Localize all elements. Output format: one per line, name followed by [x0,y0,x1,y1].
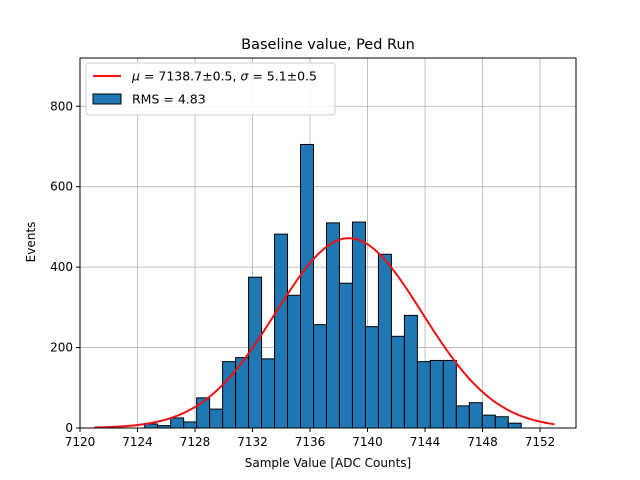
histogram-bar [313,324,327,429]
histogram-bar [351,221,366,429]
histogram-bar [248,276,263,429]
x-tick-label: 7148 [467,435,498,449]
plot-frame [79,57,577,429]
histogram-bar [507,422,522,429]
histogram-bar [300,143,315,429]
x-tick-label: 7124 [122,435,153,449]
histogram-bar [170,417,185,429]
legend-mu-text: = 7138.7±0.5, [140,69,240,84]
legend-sigma-text: = 5.1±0.5 [248,69,317,84]
x-tick-label: 7120 [65,435,96,449]
x-tick-label: 7132 [237,435,268,449]
legend: μ = 7138.7±0.5, σ = 5.1±0.5 RMS = 4.83 [85,62,336,116]
legend-histogram-label: RMS = 4.83 [132,92,206,107]
x-axis-ticks: 7120 7124 7128 7132 7136 7140 7144 7148 7152 [65,428,556,449]
legend-sigma-symbol: σ [240,69,249,84]
y-tick-label: 400 [50,260,73,274]
histogram-bar [455,405,470,429]
legend-box [85,62,336,116]
chart-title: Baseline value, Ped Run [241,37,415,53]
histogram-bar [390,335,405,429]
y-axis-label: Events [24,222,38,263]
histogram-bar [274,233,289,429]
y-tick-label: 800 [50,99,73,113]
histogram-bar [338,282,353,429]
legend-histogram-swatch [92,93,122,105]
histogram-bar [429,359,444,429]
histogram-bar [261,358,276,429]
histogram-bar [442,359,457,429]
histogram-bar [325,222,340,429]
legend-fit-label: μ = 7138.7±0.5, σ = 5.1±0.5 [131,69,317,84]
legend-mu-symbol: μ [131,69,140,84]
histogram-bar [287,294,302,429]
histogram-bar [364,326,379,429]
x-tick-label: 7140 [352,435,383,449]
histogram-bar [377,253,392,429]
x-tick-label: 7152 [525,435,556,449]
gaussian-fit-curve [94,237,555,429]
y-tick-label: 600 [50,180,73,194]
histogram-bar [481,414,496,429]
histogram-bar [183,421,198,429]
x-axis-label: Sample Value [ADC Counts] [245,456,411,470]
y-tick-label: 200 [50,341,73,355]
y-tick-label: 0 [65,421,73,435]
x-tick-label: 7128 [180,435,211,449]
histogram-bar [416,361,431,429]
histogram-bar [209,408,224,429]
histogram-bar [468,402,483,429]
x-tick-label: 7136 [295,435,326,449]
y-axis-ticks: 0 200 400 600 800 [50,99,80,435]
histogram-bar [403,314,418,429]
histogram-bar [494,416,509,429]
x-tick-label: 7144 [410,435,441,449]
